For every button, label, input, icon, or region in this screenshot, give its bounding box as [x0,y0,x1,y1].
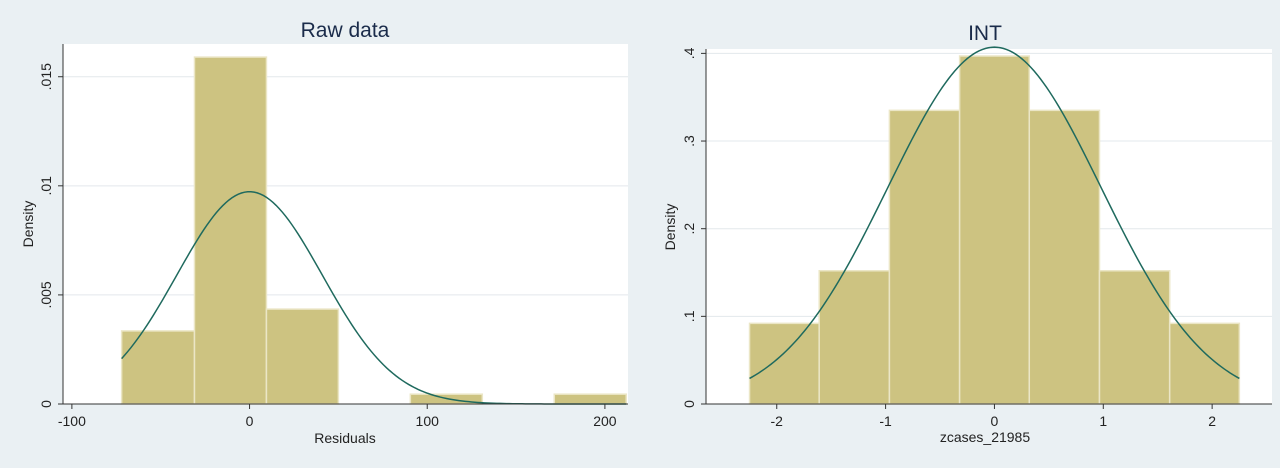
y-tick-label: .005 [38,281,54,308]
chart-title: Raw data [301,19,390,42]
x-axis-label: zcases_21985 [940,429,1031,445]
y-tick-label: .015 [38,63,54,90]
x-tick-label: -2 [771,413,784,429]
histogram-bar [120,330,196,405]
y-axis-label: Density [20,201,36,248]
chart-int: INT zcases_21985 Density -2 -1 0 1 2 0 .1 .2 .3.… [662,22,1272,445]
histogram-bar [1168,322,1241,405]
x-tick-label: -1 [879,413,892,429]
chart-panel-int: INT zcases_21985 Density -2 -1 0 1 2 0 .1 .2 .3.… [644,6,1280,468]
x-tick-label: 0 [246,413,254,429]
x-tick-label: 200 [593,413,617,429]
x-tick-label: -100 [58,413,86,429]
histogram-bar [553,393,627,405]
y-tick-label: .1 [681,310,697,322]
histogram-bar [265,308,340,405]
y-tick-label: .4 [681,47,697,59]
x-tick-label: 1 [1099,413,1107,429]
y-tick-label: .2 [681,223,697,235]
chart-panel-raw-data: Raw data Residuals Density -100 0 100 200 0.… [0,0,638,468]
x-tick-label: 2 [1208,413,1216,429]
histogram-bar [748,322,820,405]
histogram-bar [818,270,891,405]
histogram-bar [1098,270,1171,405]
y-axis-label: Density [662,204,678,251]
y-tick-label: 0 [681,400,697,408]
histogram-bar [888,109,961,405]
histogram-bar [1028,109,1101,405]
histogram-bar [958,55,1031,405]
y-tick-label: .3 [681,135,697,147]
x-axis-label: Residuals [314,430,375,446]
y-tick-label: .01 [38,176,54,196]
normal-density-curve [749,46,1240,380]
histogram-bar [193,56,268,405]
x-tick-label: 0 [991,413,999,429]
chart-title: INT [968,22,1002,45]
y-tick-label: 0 [38,400,54,408]
chart-raw-data: Raw data Residuals Density -100 0 100 200 0.… [20,19,628,446]
x-tick-label: 100 [416,413,440,429]
